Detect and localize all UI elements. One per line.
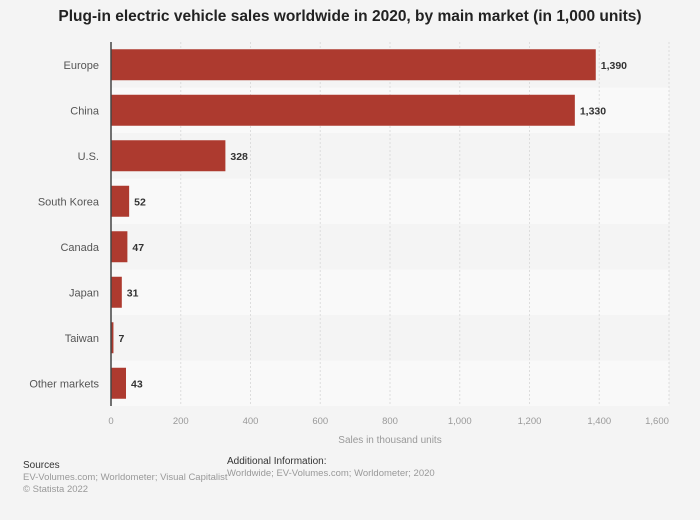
bar-taiwan [111,322,114,354]
data-label: 52 [134,196,146,208]
data-label: 328 [230,151,248,163]
x-tick-label: 1,000 [448,416,472,427]
x-tick-label: 1,200 [518,416,542,427]
x-axis-title: Sales in thousand units [338,435,441,446]
additional-info-text: Worldwide; EV-Volumes.com; Worldometer; … [227,468,435,479]
data-label: 1,330 [580,105,606,117]
row-band [111,269,669,315]
x-tick-label: 600 [312,416,328,427]
bar-china [111,94,575,126]
category-label: Other markets [29,378,99,390]
sources-text: EV-Volumes.com; Worldometer; Visual Capi… [23,472,228,483]
bar-other-markets [111,367,126,399]
x-tick-label: 800 [382,416,398,427]
sources-title: Sources [23,460,60,471]
additional-info-title: Additional Information: [227,456,327,467]
data-label: 43 [131,378,143,390]
data-label: 7 [118,333,124,345]
bar-japan [111,276,122,308]
data-label: 31 [127,287,139,299]
copyright: © Statista 2022 [23,484,89,495]
category-label: Taiwan [65,333,99,345]
data-label: 47 [132,242,144,254]
bar-u-s- [111,140,226,172]
category-label: Japan [69,287,99,299]
row-band [111,178,669,224]
x-tick-label: 1,400 [587,416,611,427]
category-label: Europe [64,60,99,72]
category-label: South Korea [38,196,100,208]
x-tick-label: 1,600 [645,416,669,427]
additional-info-block: Additional Information: Worldwide; EV-Vo… [227,456,435,480]
x-tick-label: 200 [173,416,189,427]
category-label: Canada [60,242,99,254]
chart-title: Plug-in electric vehicle sales worldwide… [58,8,642,25]
category-label: China [70,105,100,117]
bar-canada [111,231,128,263]
category-label: U.S. [78,151,99,163]
bar-south-korea [111,185,130,217]
sources-block: Sources EV-Volumes.com; Worldometer; Vis… [23,460,228,496]
x-tick-label: 400 [243,416,259,427]
bar-chart: 0 200 400 600 800 1,000 1,200 1,400 1,600 Europe 1… [29,42,670,446]
x-tick-label: 0 [108,416,113,427]
data-label: 1,390 [601,60,627,72]
bar-europe [111,49,596,81]
row-band [111,315,669,361]
